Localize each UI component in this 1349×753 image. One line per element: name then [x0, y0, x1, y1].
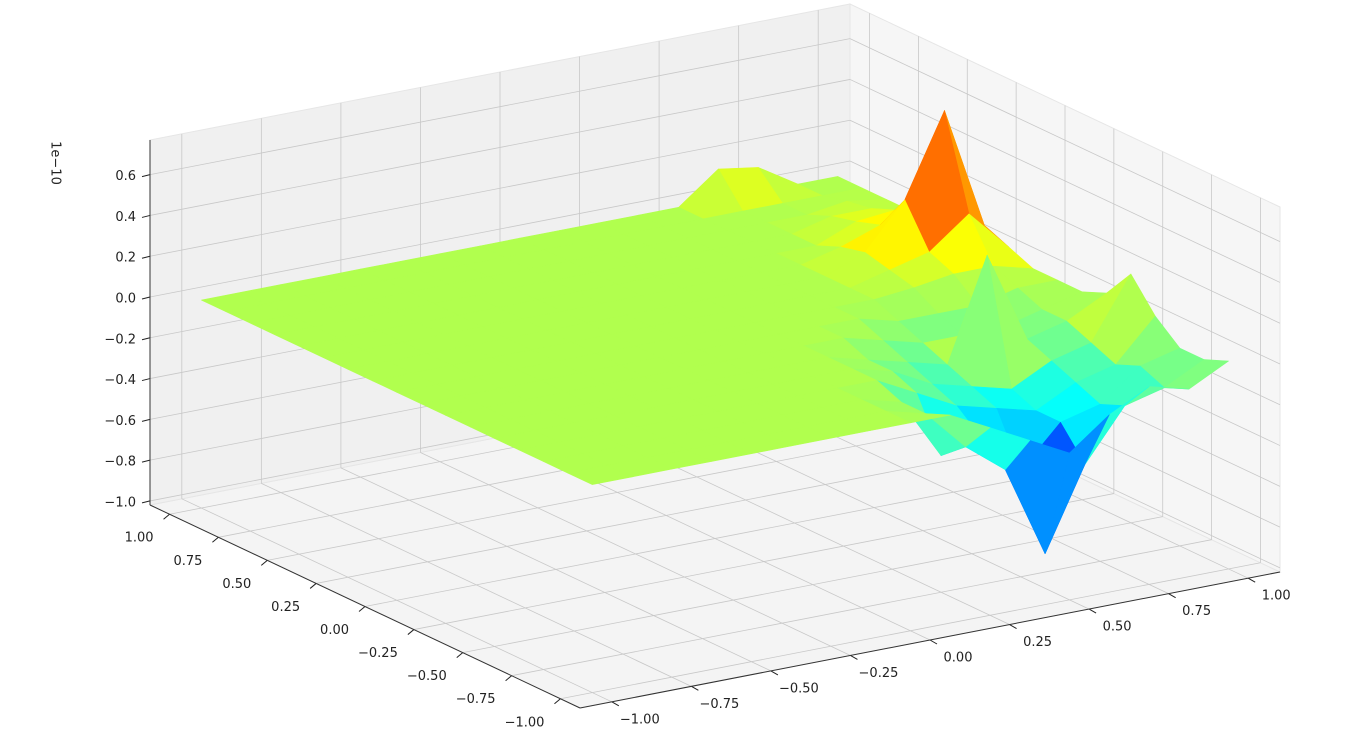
y-tick-label: 0.25: [271, 600, 300, 615]
x-axis-line: [579, 571, 1281, 709]
tick-mark: [1009, 624, 1017, 629]
surface: [201, 110, 1229, 555]
grid-line: [364, 470, 1066, 607]
tick-mark: [141, 418, 151, 422]
tick-mark: [141, 459, 151, 463]
grid-line: [316, 447, 1017, 584]
grid-line: [149, 119, 851, 257]
grid-line: [560, 562, 1261, 700]
x-tick-label: 0.00: [944, 651, 973, 666]
tick-mark: [141, 174, 151, 178]
z-tick-label: −0.2: [104, 332, 136, 347]
tick-mark: [141, 337, 151, 341]
tick-mark: [929, 639, 938, 645]
y-tick-label: 1.00: [125, 531, 154, 546]
tick-mark: [141, 296, 151, 300]
surface-face: [567, 464, 633, 485]
tick-mark: [141, 255, 151, 259]
tick-mark: [611, 701, 620, 707]
z-tick-label: 0.6: [115, 169, 136, 184]
z-tick-label: −0.8: [104, 455, 136, 470]
tick-mark: [358, 606, 366, 612]
axes: −1.00 −0.75 −0.50 −0.25 0.00 0.25 0.50 0.75 1.00…: [104, 140, 1291, 730]
z-tick-label: −1.0: [104, 495, 136, 510]
x-tick-label: −1.00: [620, 712, 660, 727]
tick-mark: [407, 629, 415, 635]
y-tick-label: −1.00: [505, 715, 545, 730]
tick-mark: [141, 378, 151, 382]
x-tick-label: 0.25: [1023, 635, 1052, 650]
x-tick-label: 0.75: [1182, 604, 1211, 619]
tick-mark: [1247, 577, 1256, 583]
z-tick-label: 0.2: [115, 251, 136, 266]
grid-line: [511, 539, 1212, 677]
y-tick-label: −0.25: [358, 646, 398, 661]
tick-mark: [309, 583, 317, 589]
tick-mark: [770, 670, 779, 676]
x-tick-label: 0.50: [1103, 620, 1132, 635]
grid-line: [149, 38, 851, 176]
y-tick-label: −0.75: [456, 692, 496, 707]
tick-mark: [260, 559, 268, 566]
x-tick-label: −0.50: [779, 681, 819, 696]
x-tick-label: 1.00: [1262, 589, 1291, 604]
grid-line: [267, 423, 968, 561]
tick-mark: [456, 652, 464, 659]
z-tick-label: 0.4: [115, 210, 136, 225]
z-tick-label: −0.4: [104, 373, 136, 388]
tick-mark: [163, 513, 170, 520]
tick-mark: [141, 500, 151, 504]
tick-mark: [141, 214, 151, 218]
y-axis-line: [149, 504, 581, 709]
tick-mark: [850, 655, 858, 660]
tick-mark: [212, 536, 219, 543]
y-tick-label: −0.50: [407, 669, 447, 684]
grid-line: [849, 119, 1281, 324]
z-tick-label: −0.6: [104, 414, 136, 429]
tick-mark: [1168, 593, 1176, 599]
grid-line: [849, 38, 1281, 243]
tick-mark: [505, 675, 512, 682]
z-tick-label: 0.0: [115, 292, 136, 307]
x-tick-label: −0.75: [699, 697, 739, 712]
grid-line: [849, 79, 1281, 283]
y-tick-label: 0.75: [173, 554, 202, 569]
grid-line: [149, 79, 851, 216]
y-tick-label: 0.00: [320, 623, 349, 638]
y-tick-label: 0.50: [222, 577, 251, 592]
x-tick-label: −0.25: [859, 666, 899, 681]
grid-line: [413, 493, 1114, 630]
z-offset-label: 1e−10: [48, 141, 63, 185]
tick-mark: [554, 698, 561, 705]
tick-mark: [1088, 608, 1097, 614]
tick-mark: [691, 685, 699, 691]
